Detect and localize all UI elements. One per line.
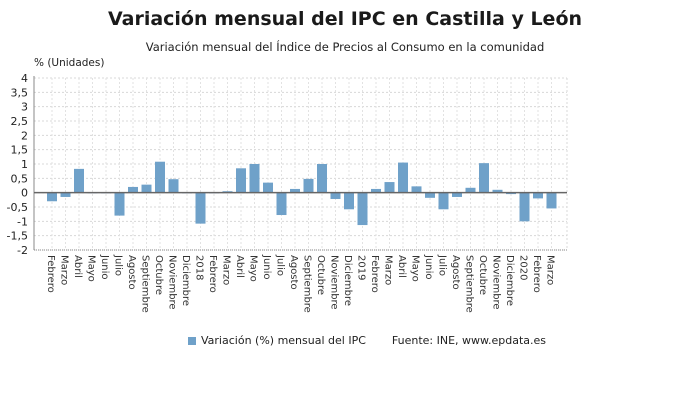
y-tick-label: 0: [21, 187, 28, 200]
y-tick-label: 0,5: [11, 172, 29, 185]
bar: [479, 163, 489, 193]
x-tick-label: Mayo: [410, 255, 421, 282]
bar: [519, 192, 530, 222]
bar: [141, 184, 152, 193]
bar: [290, 188, 300, 193]
bar: [533, 192, 543, 199]
x-tick-label: Febrero: [45, 255, 56, 293]
x-tick-label: Junio: [261, 254, 272, 280]
x-tick-label: Mayo: [86, 255, 97, 282]
x-tick-label: Abril: [396, 255, 407, 278]
bar: [114, 192, 125, 216]
x-tick-label: Diciembre: [180, 255, 191, 306]
bar: [60, 192, 71, 197]
x-tick-label: Julio: [437, 254, 448, 276]
x-tick-label: Noviembre: [491, 255, 502, 310]
x-tick-label: Mayo: [248, 255, 259, 282]
source-label: Fuente: INE, www.epdata.es: [391, 334, 547, 347]
bar: [155, 161, 165, 193]
bar: [465, 187, 476, 193]
legend-label: Variación (%) mensual del IPC: [201, 334, 366, 347]
legend-swatch: [188, 336, 196, 345]
bar: [303, 178, 314, 193]
x-tick-label: Agosto: [126, 255, 137, 290]
x-tick-label: 2019: [356, 255, 367, 280]
y-tick-label: -2: [17, 244, 28, 257]
legend: Variación (%) mensual del IPC Fuente: IN…: [188, 334, 546, 347]
bar: [128, 186, 138, 193]
y-tick-label: -1,5: [7, 230, 28, 243]
x-tick-label: Abril: [72, 255, 83, 278]
x-tick-label: Marzo: [221, 255, 232, 285]
bar: [168, 179, 179, 193]
x-tick-label: Julio: [275, 254, 286, 276]
x-tick-label: Octubre: [315, 255, 326, 295]
y-tick-label: 4: [21, 72, 28, 85]
x-tick-label: Octubre: [477, 255, 488, 295]
bar: [371, 188, 381, 193]
x-tick-label: Junio: [99, 254, 110, 280]
bar: [357, 192, 368, 226]
x-tick-label: 2020: [518, 255, 529, 280]
x-tick-label: Septiembre: [140, 255, 151, 313]
x-tick-label: Marzo: [59, 255, 70, 285]
x-tick-label: Agosto: [450, 255, 461, 290]
x-tick-label: Septiembre: [464, 255, 475, 313]
y-tick-label: -0,5: [7, 201, 28, 214]
bar: [438, 192, 449, 210]
bar: [330, 192, 341, 199]
y-tick-label: -1: [17, 215, 28, 228]
x-tick-label: Febrero: [369, 255, 380, 293]
x-tick-label: Noviembre: [167, 255, 178, 310]
x-tick-label: Diciembre: [504, 255, 515, 306]
x-tick-label: Diciembre: [342, 255, 353, 306]
y-tick-label: 1: [21, 158, 28, 171]
bar: [47, 192, 57, 202]
bar: [492, 189, 503, 193]
bar: [384, 182, 395, 193]
chart-subtitle: Variación mensual del Índice de Precios …: [145, 40, 545, 54]
y-tick-label: 3: [21, 101, 28, 114]
y-tick-label: 2: [21, 129, 28, 142]
y-axis-label: % (Unidades): [34, 57, 104, 69]
bar: [236, 168, 246, 193]
x-tick-label: 2018: [194, 255, 205, 280]
bar: [452, 192, 462, 197]
bar: [276, 192, 287, 216]
bar: [195, 192, 206, 224]
x-tick-label: Octubre: [153, 255, 164, 295]
y-tick-label: 1,5: [11, 144, 29, 157]
x-tick-label: Junio: [423, 254, 434, 280]
x-tick-label: Julio: [113, 254, 124, 276]
x-tick-label: Marzo: [383, 255, 394, 285]
bar: [344, 192, 354, 210]
bar: [317, 164, 327, 193]
x-tick-label: Marzo: [545, 255, 556, 285]
bar: [74, 168, 84, 193]
bar: [411, 186, 422, 193]
x-tick-label: Noviembre: [329, 255, 340, 310]
x-tick-label: Septiembre: [302, 255, 313, 313]
bar: [249, 164, 260, 193]
y-tick-label: 3,5: [11, 86, 29, 99]
x-tick-label: Febrero: [531, 255, 542, 293]
bar: [263, 182, 273, 193]
x-tick-label: Abril: [234, 255, 245, 278]
bar: [425, 192, 435, 198]
chart-title: Variación mensual del IPC en Castilla y …: [107, 8, 583, 30]
bar: [398, 162, 408, 193]
bar: [546, 192, 557, 209]
x-tick-label: Agosto: [288, 255, 299, 290]
y-tick-label: 2,5: [11, 115, 29, 128]
x-tick-label: Febrero: [207, 255, 218, 293]
